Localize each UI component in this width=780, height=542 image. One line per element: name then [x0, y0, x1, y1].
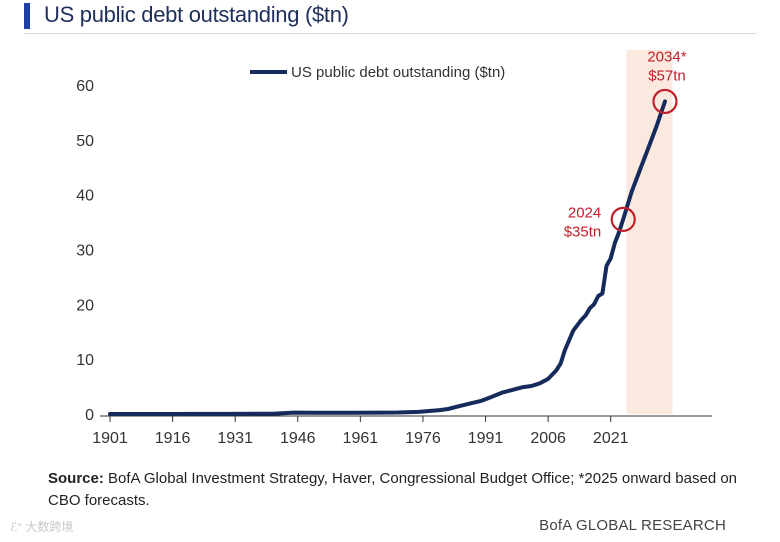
x-tick-label: 2021 — [593, 430, 629, 447]
x-tick-label: 1991 — [468, 430, 504, 447]
source-label: Source: — [48, 470, 104, 487]
forecast-region — [626, 50, 673, 414]
title-divider — [24, 33, 756, 34]
y-tick-label: 60 — [76, 78, 94, 95]
annotation-label-year: 2024 — [568, 204, 601, 221]
series-line-debt — [108, 99, 667, 416]
annotations: 2024 $35tn 2034* $57tn — [564, 48, 687, 240]
annotation-circle — [610, 206, 636, 232]
x-tick-label: 1931 — [217, 430, 253, 447]
y-tick-label: 20 — [76, 297, 94, 314]
title-accent-bar — [24, 3, 30, 29]
brand-footer: BofA GLOBAL RESEARCH — [539, 517, 726, 534]
annotation-label-value: $35tn — [564, 223, 602, 240]
source-text: BofA Global Investment Strategy, Haver, … — [48, 470, 738, 509]
y-tick-label: 0 — [85, 407, 94, 424]
source-note: Source: BofA Global Investment Strategy,… — [48, 468, 738, 512]
x-tick-label: 1916 — [155, 430, 191, 447]
x-tick-label: 1976 — [405, 430, 441, 447]
y-tick-label: 50 — [76, 133, 94, 150]
watermark-icon: ℰ° 大数跨境 — [10, 520, 74, 534]
x-tick-label: 1901 — [92, 430, 128, 447]
annotation-label-year: 2034* — [647, 48, 686, 65]
legend-label: US public debt outstanding ($tn) — [291, 64, 505, 81]
legend: US public debt outstanding ($tn) — [250, 64, 505, 81]
chart-title: US public debt outstanding ($tn) — [44, 2, 349, 27]
x-tick-label: 1961 — [343, 430, 379, 447]
x-axis: 1901 1916 1931 1946 1961 1976 1991 2006 2021 — [92, 416, 629, 447]
y-tick-label: 30 — [76, 243, 94, 260]
x-tick-label: 1946 — [280, 430, 316, 447]
y-tick-label: 10 — [76, 352, 94, 369]
y-tick-label: 40 — [76, 188, 94, 205]
annotation-circle — [652, 88, 678, 115]
y-axis: 0 10 20 30 40 50 60 — [76, 78, 94, 424]
annotation-label-value: $57tn — [648, 67, 686, 84]
x-tick-label: 2006 — [530, 430, 566, 447]
